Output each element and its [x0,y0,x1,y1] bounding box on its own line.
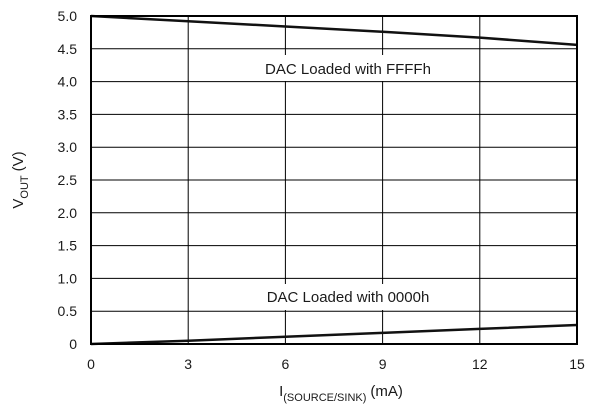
x-tick-labels: 0 3 6 9 12 15 [87,356,585,372]
series-line-0000 [90,323,578,346]
x-axis-label-main: I [279,383,283,400]
series-line-ffff [90,14,578,47]
y-axis-label-sub: OUT [19,175,31,199]
y-tick-label: 0 [69,336,77,352]
y-tick-label: 4.0 [58,74,78,90]
annotation-0000-bg [222,284,474,310]
x-tick-label: 0 [87,356,95,372]
x-tick-label: 12 [472,356,488,372]
y-axis-label: VOUT (V) [10,151,31,208]
y-tick-label: 0.5 [58,303,78,319]
x-tick-label: 6 [282,356,290,372]
x-tick-label: 15 [569,356,585,372]
x-axis-label-sub: (SOURCE/SINK) [283,392,366,404]
y-axis-label-main: V [10,199,27,209]
annotation-ffff: DAC Loaded with FFFFh [265,61,431,78]
y-tick-labels: 0 0.5 1.0 1.5 2.0 2.5 3.0 3.5 4.0 4.5 5.0 [58,8,78,352]
y-tick-label: 3.0 [58,139,78,155]
x-tick-label: 9 [379,356,387,372]
y-tick-label: 1.0 [58,270,78,286]
y-axis-label-unit: (V) [10,151,27,171]
x-axis-label: I(SOURCE/SINK) (mA) [279,383,403,404]
y-tick-label: 5.0 [58,8,78,24]
x-tick-label: 3 [184,356,192,372]
series-lines [90,14,578,346]
y-tick-label: 3.5 [58,106,78,122]
y-tick-label: 1.5 [58,238,78,254]
annotation-0000: DAC Loaded with 0000h [267,289,430,306]
plot-frame [90,15,578,345]
y-tick-label: 4.5 [58,41,78,57]
y-tick-label: 2.0 [58,205,78,221]
y-tick-label: 2.5 [58,172,78,188]
annotation-ffff-bg [222,55,474,81]
x-axis-label-unit: (mA) [370,383,403,400]
